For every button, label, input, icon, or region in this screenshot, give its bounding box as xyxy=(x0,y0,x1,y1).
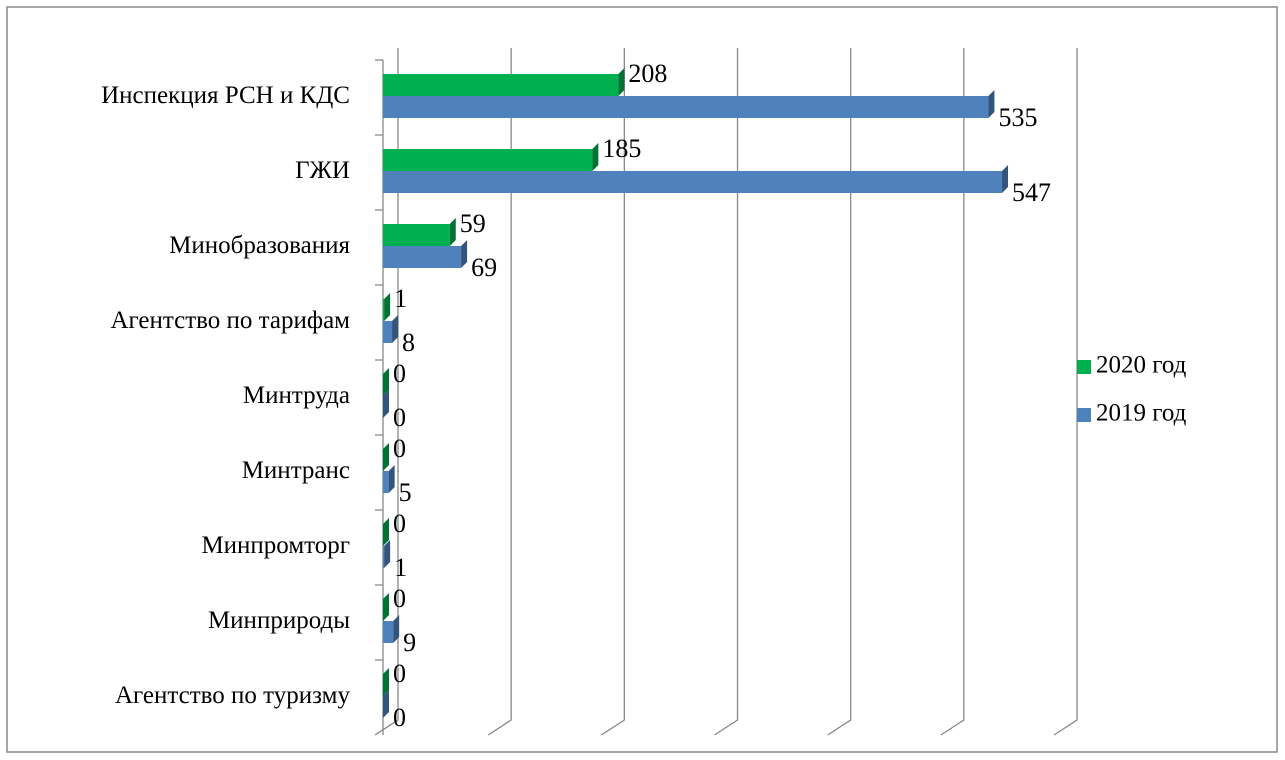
value-label: 59 xyxy=(460,209,486,238)
y-tick-label: Минтруда xyxy=(243,382,350,409)
value-label: 0 xyxy=(393,434,406,463)
value-label: 5 xyxy=(399,478,412,507)
bar xyxy=(383,668,389,696)
y-tick-label: Минобразования xyxy=(169,232,350,259)
bar-face xyxy=(383,690,389,718)
bar xyxy=(383,143,599,171)
bar-face xyxy=(383,390,389,418)
y-tick-label: Минтранс xyxy=(242,457,350,484)
bar-face xyxy=(618,68,625,96)
bar-face xyxy=(988,90,995,118)
bar xyxy=(383,443,389,471)
bar-face xyxy=(383,96,989,118)
bar xyxy=(383,218,456,246)
bar-face xyxy=(384,540,391,568)
bar-face xyxy=(383,149,593,171)
value-label: 0 xyxy=(393,509,406,538)
bar-face xyxy=(393,615,400,643)
grid-line xyxy=(487,48,512,736)
bar xyxy=(383,690,389,718)
bar-face xyxy=(383,593,389,621)
bar xyxy=(383,518,389,546)
value-label: 1 xyxy=(394,284,407,313)
bar-face xyxy=(383,299,385,321)
bar-face xyxy=(383,321,393,343)
bar xyxy=(383,165,1009,193)
bar xyxy=(383,240,468,268)
bar-face xyxy=(383,246,462,268)
value-label: 0 xyxy=(393,403,406,432)
bar-face xyxy=(449,218,456,246)
y-tick-label: Агентство по туризму xyxy=(115,682,351,709)
bar-face xyxy=(392,315,399,343)
legend-label: 2019 год xyxy=(1096,400,1187,427)
grid-line xyxy=(600,48,625,736)
grid-line xyxy=(940,48,965,736)
bar-face xyxy=(383,224,450,246)
value-label: 8 xyxy=(402,328,415,357)
bar xyxy=(383,293,391,321)
bar-face xyxy=(383,171,1003,193)
grid-line xyxy=(714,48,739,736)
value-label: 208 xyxy=(628,59,667,88)
value-label: 69 xyxy=(471,253,497,282)
bar xyxy=(383,615,400,643)
bar-face xyxy=(383,368,389,396)
bar-face xyxy=(1002,165,1009,193)
bar-face xyxy=(383,443,389,471)
legend-swatch xyxy=(1077,360,1091,374)
bar-face xyxy=(383,518,389,546)
bar xyxy=(383,368,389,396)
bar xyxy=(383,315,399,343)
bar-face xyxy=(383,668,389,696)
bar-face xyxy=(461,240,468,268)
bar-face xyxy=(383,74,619,96)
value-label: 0 xyxy=(393,659,406,688)
value-label: 1 xyxy=(394,553,407,582)
bar-face xyxy=(383,546,385,568)
value-label: 0 xyxy=(393,584,406,613)
value-label: 0 xyxy=(393,703,406,732)
legend-label: 2020 год xyxy=(1096,352,1187,379)
value-label: 547 xyxy=(1012,178,1051,207)
value-label: 535 xyxy=(998,103,1037,132)
bar xyxy=(383,90,995,118)
bar-face xyxy=(383,471,389,493)
grid-line xyxy=(1053,48,1078,736)
bar xyxy=(383,390,389,418)
y-tick-label: Агентство по тарифам xyxy=(110,307,350,334)
bar-face xyxy=(592,143,599,171)
bar-face xyxy=(384,293,391,321)
y-tick-label: Минприроды xyxy=(208,607,350,634)
y-tick-label: ГЖИ xyxy=(295,157,350,184)
y-tick-label: Инспекция РСН и КДС xyxy=(101,82,350,109)
grid-line xyxy=(827,48,852,736)
bar xyxy=(383,68,625,96)
bar xyxy=(383,465,395,493)
chart-frame xyxy=(6,6,1278,753)
y-tick-label: Минпромторг xyxy=(201,532,350,559)
legend-swatch xyxy=(1077,408,1091,422)
bar xyxy=(383,540,391,568)
value-label: 185 xyxy=(602,134,641,163)
bar-face xyxy=(388,465,395,493)
value-label: 0 xyxy=(393,359,406,388)
bar xyxy=(383,593,389,621)
bar-face xyxy=(383,621,394,643)
value-label: 9 xyxy=(403,628,416,657)
